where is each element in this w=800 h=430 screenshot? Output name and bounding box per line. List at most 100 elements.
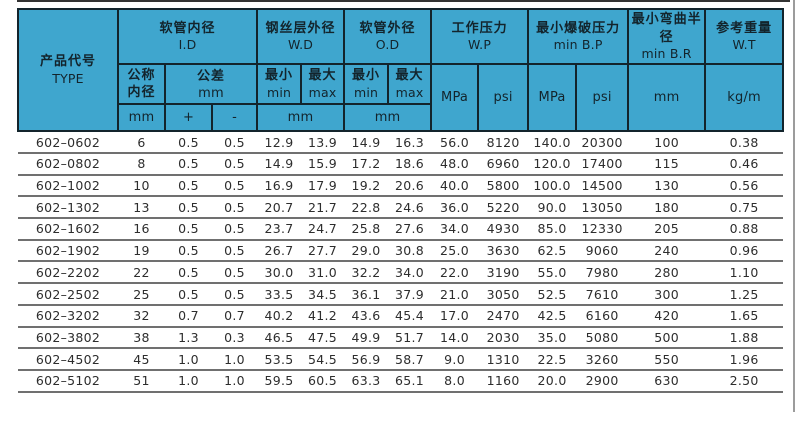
cell-bp-psi: 6160: [576, 304, 629, 328]
header-product-code: 产品代号 TYPE: [17, 7, 119, 133]
header-group-br-en: min B.R: [641, 46, 692, 62]
cell-wd-max: 54.5: [301, 348, 345, 371]
cell-br-mm: 280: [628, 261, 706, 285]
cell-wd-max: 21.7: [301, 196, 345, 220]
cell-wp-psi: 1160: [478, 369, 529, 393]
cell-wp-psi: 3630: [478, 239, 529, 263]
cell-wt-kgm: 1.96: [705, 348, 784, 371]
cell-wt-kgm: 1.25: [705, 283, 784, 306]
cell-tolerance-minus: 1.0: [212, 369, 258, 393]
cell-bp-mpa: 120.0: [528, 153, 577, 176]
header-tolerance-zh: 公差: [197, 69, 226, 85]
cell-bp-mpa: 90.0: [528, 196, 577, 220]
header-tol-plus: +: [164, 103, 213, 133]
cell-bp-psi: 12330: [576, 218, 629, 241]
header-wd-max-en: max: [308, 84, 337, 100]
cell-bp-psi: 13050: [576, 196, 629, 220]
header-group-wt-zh: 参考重量: [716, 20, 773, 36]
cell-br-mm: 500: [628, 326, 706, 350]
table-row: 602–0602 6 0.5 0.5 12.9 13.9 14.9 16.3 56.0 8120 1…: [18, 131, 784, 155]
cell-od-max: 20.6: [388, 174, 432, 198]
header-wp-mpa: MPa: [430, 63, 480, 133]
cell-wp-psi: 6960: [478, 153, 529, 176]
cell-bp-psi: 20300: [576, 131, 629, 155]
cell-wd-min: 26.7: [257, 239, 302, 263]
table-header: 产品代号 TYPE 软管内径 I.D 钢丝层外径 W.D 软管外径 O.D 工作…: [17, 7, 785, 133]
cell-tolerance-minus: 0.5: [212, 239, 258, 263]
cell-wp-psi: 3050: [478, 283, 529, 306]
cell-tolerance-minus: 0.5: [212, 174, 258, 198]
cell-product-code: 602–1602: [18, 218, 118, 241]
cell-wp-mpa: 40.0: [431, 174, 479, 198]
cell-br-mm: 240: [628, 239, 706, 263]
cell-wd-min: 23.7: [257, 218, 302, 241]
cell-wp-mpa: 36.0: [431, 196, 479, 220]
header-product-code-zh: 产品代号: [39, 54, 96, 70]
cell-od-max: 24.6: [388, 196, 432, 220]
header-group-wd-zh: 钢丝层外径: [265, 20, 336, 36]
cell-tolerance-minus: 0.5: [212, 131, 258, 155]
header-od-min-en: min: [353, 84, 379, 100]
cell-wp-psi: 8120: [478, 131, 529, 155]
cell-tolerance-plus: 0.5: [165, 261, 212, 285]
cell-tolerance-plus: 0.7: [165, 304, 212, 328]
cell-wp-mpa: 48.0: [431, 153, 479, 176]
header-br-mm: mm: [627, 63, 707, 133]
cell-tolerance-minus: 0.3: [212, 326, 258, 350]
cell-bp-psi: 5080: [576, 326, 629, 350]
cell-od-max: 65.1: [388, 369, 432, 393]
cell-wd-max: 17.9: [301, 174, 345, 198]
cell-wp-mpa: 14.0: [431, 326, 479, 350]
header-group-wp-en: W.P: [468, 37, 492, 53]
cell-br-mm: 300: [628, 283, 706, 306]
cell-bp-psi: 9060: [576, 239, 629, 263]
cell-wt-kgm: 2.50: [705, 369, 784, 393]
cell-bp-mpa: 20.0: [528, 369, 577, 393]
cell-wd-max: 27.7: [301, 239, 345, 263]
header-wd-min-zh: 最小: [265, 68, 294, 84]
cell-wt-kgm: 0.46: [705, 153, 784, 176]
header-wd-max: 最大 max: [300, 63, 346, 106]
cell-od-min: 22.8: [344, 196, 389, 220]
cell-wd-min: 59.5: [257, 369, 302, 393]
cell-tolerance-plus: 0.5: [165, 196, 212, 220]
table-row: 602–4502 45 1.0 1.0 53.5 54.5 56.9 58.7 9.0 1310 2…: [18, 348, 784, 371]
header-tolerance-unit: mm: [198, 85, 224, 101]
cell-tolerance-plus: 0.5: [165, 153, 212, 176]
cell-br-mm: 630: [628, 369, 706, 393]
cell-wd-min: 12.9: [257, 131, 302, 155]
cell-nominal-id-mm: 13: [118, 196, 165, 220]
cell-product-code: 602–0802: [18, 153, 118, 176]
cell-wd-max: 34.5: [301, 283, 345, 306]
cell-wd-min: 30.0: [257, 261, 302, 285]
header-wd-min-en: min: [266, 84, 292, 100]
cell-tolerance-minus: 0.5: [212, 283, 258, 306]
cell-wd-min: 14.9: [257, 153, 302, 176]
header-row-groups: 产品代号 TYPE 软管内径 I.D 钢丝层外径 W.D 软管外径 O.D 工作…: [17, 7, 785, 133]
header-group-id-zh: 软管内径: [159, 20, 216, 36]
cell-wt-kgm: 0.75: [705, 196, 784, 220]
header-group-id: 软管内径 I.D: [116, 7, 259, 66]
cell-bp-psi: 17400: [576, 153, 629, 176]
header-od-max: 最大 max: [387, 63, 433, 106]
cell-wt-kgm: 0.88: [705, 218, 784, 241]
table-row: 602–0802 8 0.5 0.5 14.9 15.9 17.2 18.6 48.0 6960 1…: [18, 153, 784, 176]
header-nominal-id-line1: 公称: [127, 67, 156, 83]
cell-nominal-id-mm: 32: [118, 304, 165, 328]
cell-wd-min: 46.5: [257, 326, 302, 350]
cell-bp-mpa: 52.5: [528, 283, 577, 306]
cell-product-code: 602–2502: [18, 283, 118, 306]
cell-wt-kgm: 1.10: [705, 261, 784, 285]
cell-wp-mpa: 34.0: [431, 218, 479, 241]
cell-wp-psi: 1310: [478, 348, 529, 371]
top-rule-line: [17, 0, 790, 2]
cell-br-mm: 115: [628, 153, 706, 176]
cell-wt-kgm: 0.38: [705, 131, 784, 155]
table-row: 602–3802 38 1.3 0.3 46.5 47.5 49.9 51.7 14.0 2030…: [18, 326, 784, 350]
table-row: 602–5102 51 1.0 1.0 59.5 60.5 63.3 65.1 8.0 1160 2…: [18, 369, 784, 393]
cell-od-min: 25.8: [344, 218, 389, 241]
cell-wd-max: 15.9: [301, 153, 345, 176]
cell-wp-psi: 2470: [478, 304, 529, 328]
cell-product-code: 602–0602: [18, 131, 118, 155]
cell-wp-psi: 4930: [478, 218, 529, 241]
